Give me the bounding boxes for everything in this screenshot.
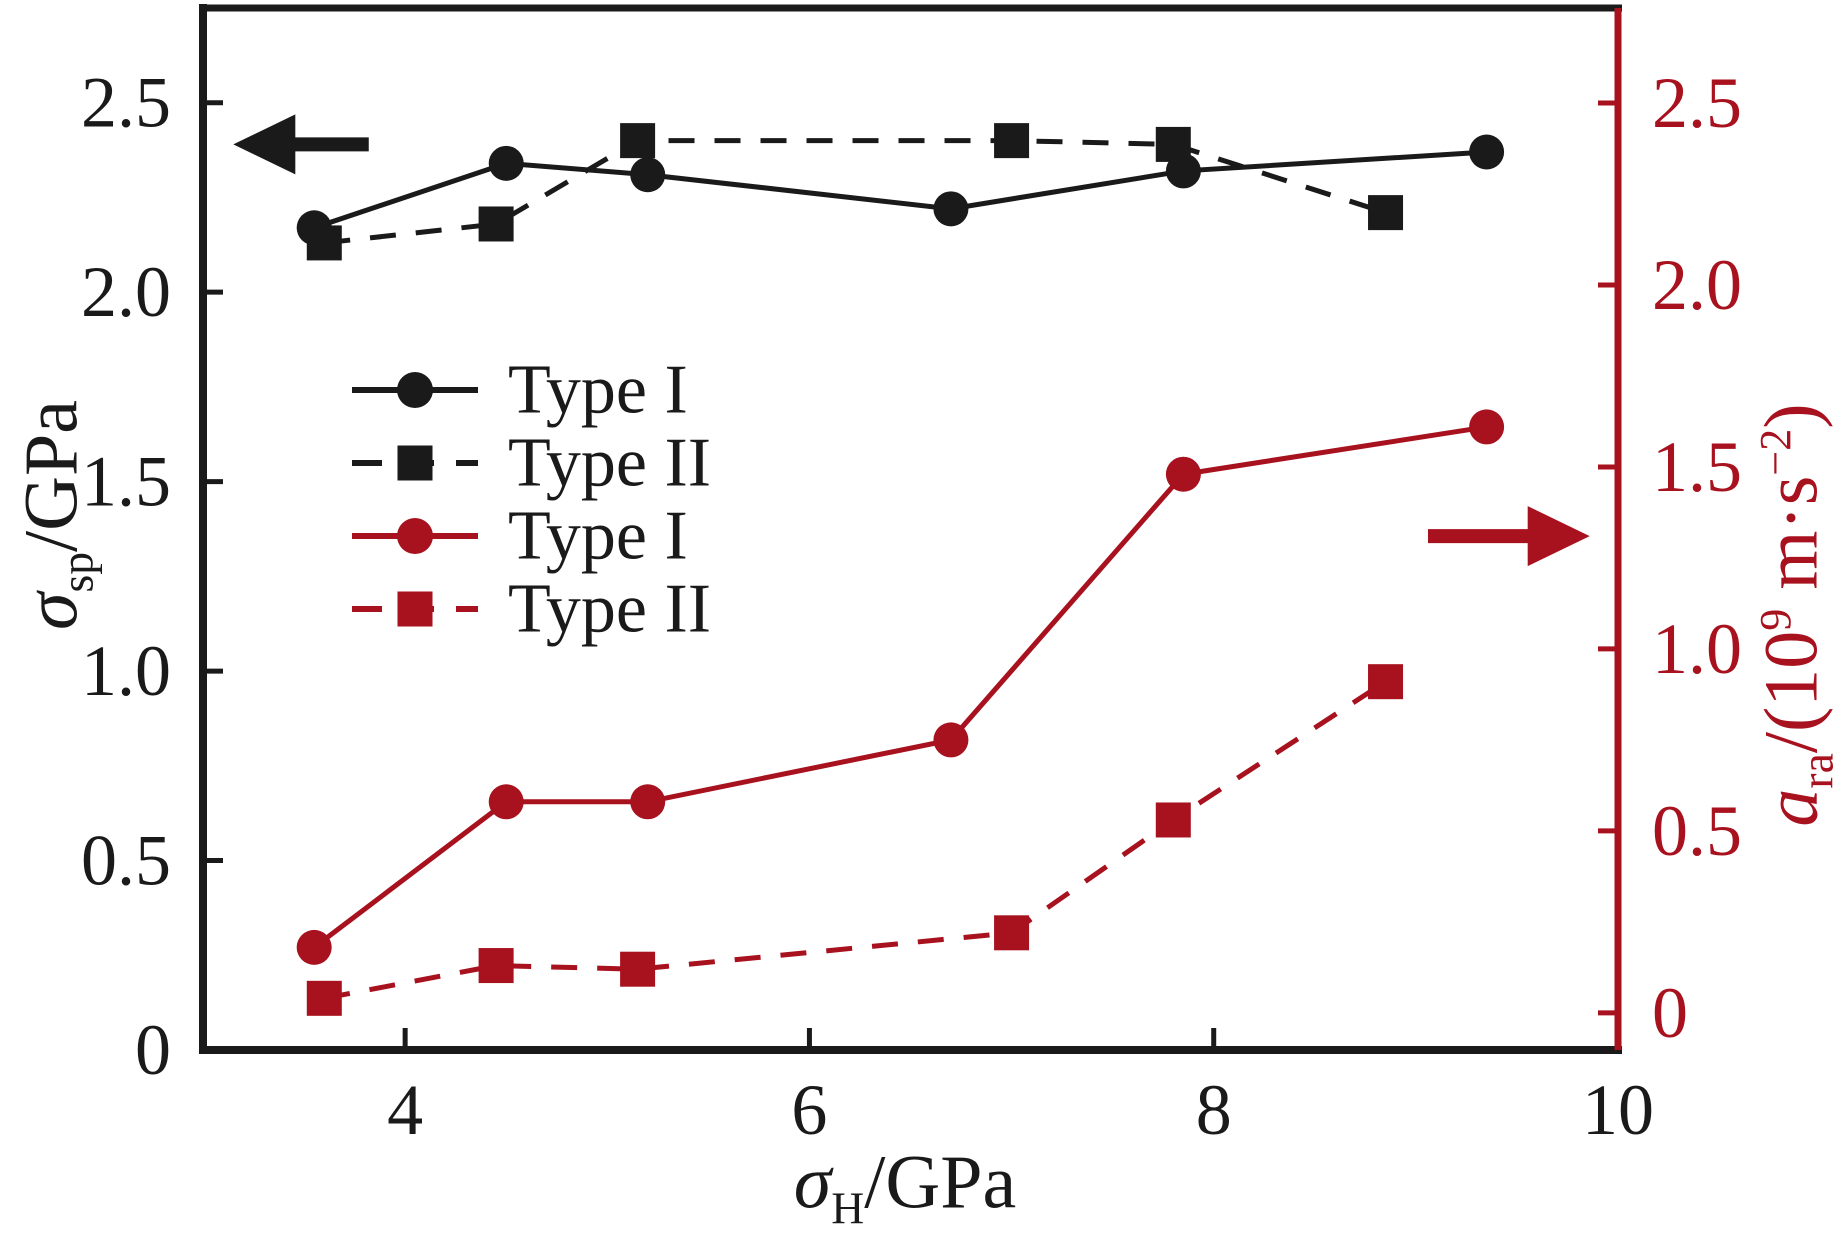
svg-text:Type II: Type II <box>508 571 711 648</box>
svg-text:8: 8 <box>1196 1070 1232 1150</box>
svg-text:2.0: 2.0 <box>81 252 171 332</box>
right-axis-ticks: 0 0.5 1.0 1.5 2.0 2.5 <box>1598 63 1742 1053</box>
exponent-minus2: −2 <box>1751 428 1801 476</box>
sigma-symbol: σ <box>793 1140 832 1225</box>
series-type-i-right <box>296 409 1505 965</box>
left-axis-ticks: 0 0.5 1.0 1.5 2.0 2.5 <box>81 63 223 1090</box>
exponent-9: 9 <box>1751 608 1801 631</box>
x-axis-title: σH/GPa <box>793 1140 1017 1231</box>
plot-frame <box>199 4 1622 1054</box>
series-type-ii-left <box>306 123 1404 261</box>
svg-text:10: 10 <box>1582 1070 1654 1150</box>
right-axis-units2: m·s <box>1749 475 1834 609</box>
svg-text:2.0: 2.0 <box>1652 245 1742 325</box>
left-axis-units: /GPa <box>9 399 94 552</box>
svg-text:6: 6 <box>791 1070 827 1150</box>
legend-entry-2: Type I <box>352 498 688 575</box>
right-axis-units: /(10 <box>1749 630 1834 754</box>
left-arrow-annotation <box>233 114 369 175</box>
sigma-symbol: σ <box>9 592 94 631</box>
svg-text:Type I: Type I <box>508 352 688 429</box>
svg-text:2.5: 2.5 <box>1652 63 1742 143</box>
x-axis-ticks: 4 6 8 10 <box>387 1028 1654 1150</box>
right-axis-title: ara/(109 m·s−2) <box>1749 403 1843 827</box>
svg-text:0.5: 0.5 <box>1652 791 1742 871</box>
x-axis-subscript: H <box>831 1182 865 1234</box>
right-axis-units3: ) <box>1749 403 1834 429</box>
series-type-i-left <box>296 134 1505 246</box>
svg-text:Type II: Type II <box>508 425 711 502</box>
x-axis-units: /GPa <box>864 1140 1017 1225</box>
right-arrow-annotation <box>1427 506 1590 567</box>
a-symbol: a <box>1749 788 1834 827</box>
legend-entry-1: Type II <box>352 425 711 502</box>
svg-text:1.5: 1.5 <box>81 442 171 522</box>
svg-text:1.0: 1.0 <box>1652 609 1742 689</box>
svg-text:1.5: 1.5 <box>1652 427 1742 507</box>
svg-text:0: 0 <box>1652 973 1688 1053</box>
legend-entry-3: Type II <box>352 571 711 648</box>
svg-text:2.5: 2.5 <box>81 63 171 143</box>
left-axis-subscript: sp <box>51 551 103 593</box>
right-axis-subscript: ra <box>1791 753 1843 789</box>
svg-text:0.5: 0.5 <box>81 821 171 901</box>
left-axis-title: σsp/GPa <box>9 399 103 631</box>
series-type-ii-right <box>306 664 1404 1016</box>
svg-text:1.0: 1.0 <box>81 631 171 711</box>
legend-entry-0: Type I <box>352 352 688 429</box>
svg-text:4: 4 <box>387 1070 423 1150</box>
svg-text:Type I: Type I <box>508 498 688 575</box>
svg-text:0: 0 <box>135 1010 171 1090</box>
